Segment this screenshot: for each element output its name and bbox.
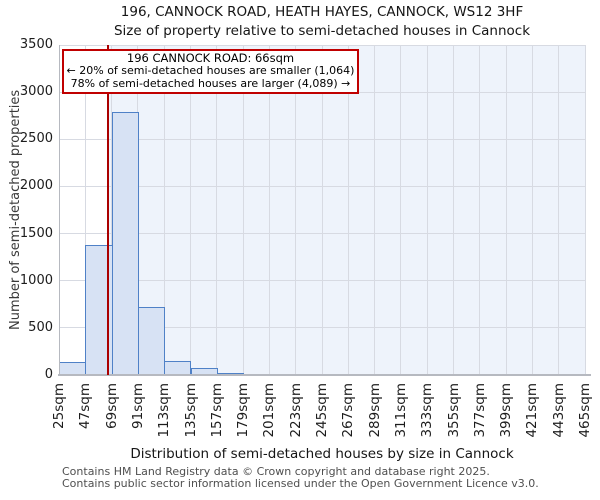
vertical-gridline [584, 45, 586, 375]
vertical-gridline [453, 45, 454, 375]
vertical-gridline [558, 45, 560, 375]
annotation-smaller-text: ← 20% of semi-detached houses are smalle… [66, 64, 355, 77]
annotation-box: 196 CANNOCK ROAD: 66sqm ← 20% of semi-de… [62, 49, 359, 94]
x-tick-label: 377sqm [471, 383, 488, 438]
horizontal-gridline [59, 44, 585, 46]
vertical-gridline [321, 45, 323, 375]
vertical-gridline [505, 45, 507, 375]
vertical-gridline [400, 45, 402, 375]
vertical-gridline [268, 45, 270, 375]
annotation-title: 196 CANNOCK ROAD: 66sqm [126, 51, 295, 65]
x-tick-label: 311sqm [392, 383, 409, 438]
y-axis-line [58, 45, 60, 375]
x-axis-line [58, 374, 591, 376]
horizontal-gridline [59, 327, 585, 329]
x-tick-label: 289sqm [366, 383, 383, 438]
x-tick-label: 333sqm [419, 383, 436, 438]
x-tick-label: 135sqm [182, 383, 199, 438]
x-tick-label: 113sqm [156, 383, 173, 438]
x-tick-label: 201sqm [261, 383, 278, 438]
bar-113sqm [164, 360, 192, 375]
vertical-gridline [479, 45, 481, 375]
y-tick-label: 2500 [19, 131, 53, 147]
x-tick-label: 69sqm [103, 383, 120, 429]
vertical-gridline [190, 45, 191, 375]
x-tick-label: 245sqm [314, 383, 330, 438]
plot-area: 0 500 1000 1500 2000 2500 3000 3500 25sqm 47sqm 69… [20, 37, 593, 438]
x-tick-label: 399sqm [498, 383, 515, 438]
chart-subtitle: Size of property relative to semi-detach… [113, 23, 531, 39]
vertical-gridline [163, 45, 165, 375]
y-tick-label: 2000 [19, 178, 53, 194]
y-tick-label: 3000 [19, 84, 53, 100]
property-size-marker-line [107, 45, 109, 375]
vertical-gridline [242, 45, 244, 375]
annotation-larger-text: 78% of semi-detached houses are larger (… [70, 76, 351, 90]
horizontal-gridline [59, 138, 585, 140]
footer-line-1: Contains HM Land Registry data © Crown c… [62, 465, 490, 478]
x-axis-title: Distribution of semi-detached houses by … [130, 446, 514, 462]
x-tick-label: 223sqm [287, 383, 304, 438]
vertical-gridline [84, 45, 86, 375]
vertical-gridline [374, 45, 376, 375]
horizontal-gridline [59, 185, 585, 187]
vertical-gridline [531, 45, 533, 375]
vertical-gridline [426, 45, 428, 375]
x-tick-label: 91sqm [129, 383, 146, 429]
x-tick-label: 157sqm [208, 383, 225, 438]
bar-91sqm [137, 307, 166, 375]
y-tick-label: 1000 [19, 272, 53, 288]
x-tick-label: 179sqm [235, 383, 252, 438]
footer-line-2: Contains public sector information licen… [62, 476, 539, 490]
x-tick-label: 421sqm [524, 383, 541, 438]
vertical-gridline [216, 45, 218, 375]
x-tick-label: 47sqm [77, 383, 94, 429]
x-tick-label: 267sqm [340, 383, 357, 438]
y-tick-label: 3500 [19, 37, 53, 52]
larger-houses-shaded-region [108, 45, 585, 375]
x-tick-label: 25sqm [51, 383, 67, 429]
x-tick-label: 465sqm [577, 383, 593, 438]
vertical-gridline [295, 45, 297, 375]
y-tick-label: 1500 [19, 225, 53, 241]
horizontal-gridline [59, 280, 585, 282]
footer: Contains HM Land Registry data © Crown c… [62, 466, 539, 489]
y-tick-label: 500 [28, 319, 53, 335]
bar-25sqm [59, 361, 87, 375]
y-tick-label: 0 [44, 367, 53, 382]
x-tick-label: 355sqm [445, 383, 462, 438]
vertical-gridline [347, 45, 349, 375]
x-tick-label: 443sqm [550, 383, 567, 438]
bar-69sqm [111, 111, 139, 375]
chart-title: 196, CANNOCK ROAD, HEATH HAYES, CANNOCK,… [120, 4, 524, 20]
horizontal-gridline [59, 233, 585, 235]
